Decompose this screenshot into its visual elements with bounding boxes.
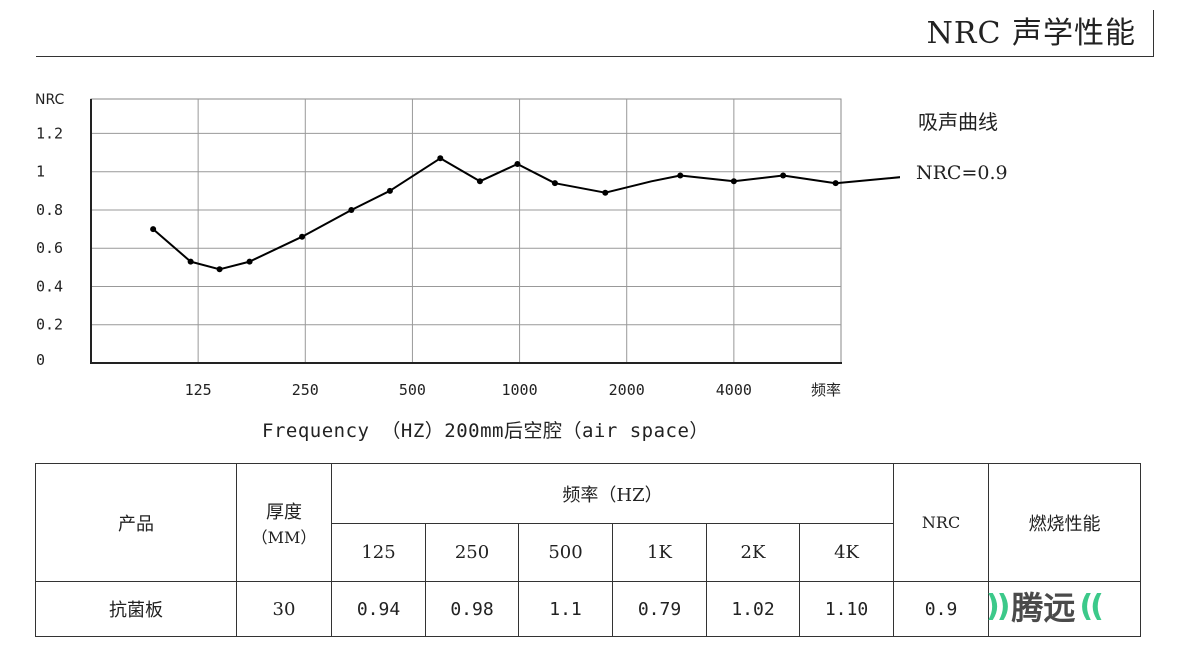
cell-value-500: 1.1 — [518, 581, 613, 637]
cell-value-1k: 0.79 — [612, 581, 707, 637]
logo-left-mark: )) — [986, 588, 1010, 624]
header-nrc: NRC — [893, 463, 990, 582]
data-point — [386, 187, 393, 194]
spec-table: 产品 厚度 （MM） 频率（HZ） NRC 燃烧性能 125 250 500 1… — [35, 463, 1142, 637]
header-thickness-unit: （MM） — [251, 527, 317, 547]
data-point — [514, 161, 521, 168]
header-rule — [36, 56, 1154, 57]
header-freq-2k: 2K — [706, 523, 800, 582]
logo-right-mark: (( — [1079, 588, 1103, 624]
data-point — [677, 172, 684, 179]
page-title: NRC 声学性能 — [926, 16, 1136, 51]
y-tick-label: 0.6 — [36, 239, 63, 257]
data-point — [187, 258, 194, 265]
brand-logo: )) 腾远 (( — [982, 585, 1105, 628]
logo-text: 腾远 — [1011, 589, 1076, 627]
x-tick-label: 4000 — [716, 381, 752, 399]
cell-value-250: 0.98 — [425, 581, 519, 637]
data-point — [348, 206, 355, 213]
header-freq-250: 250 — [425, 523, 519, 582]
table-row: 抗菌板 30 0.94 0.98 1.1 0.79 1.02 1.10 0.9 — [35, 581, 1142, 637]
cell-nrc: 0.9 — [893, 581, 990, 637]
cell-thickness: 30 — [236, 581, 332, 637]
cell-value-4k: 1.10 — [798, 581, 895, 637]
x-tick-label: 1000 — [502, 381, 538, 399]
data-point — [551, 180, 558, 187]
x-tick-label: 125 — [185, 381, 212, 399]
header-freq-125: 125 — [331, 523, 426, 582]
data-point — [150, 226, 157, 233]
header-vertical-rule — [1153, 10, 1154, 56]
plot-frame — [90, 98, 842, 364]
x-tick-label: 500 — [399, 381, 426, 399]
absorption-chart: NRC 0 0.2 0.4 0.6 0.8 1 1.2 125 250 500 1000 2000 400… — [35, 92, 900, 399]
data-point — [437, 155, 444, 162]
y-tick-label: 0.4 — [36, 277, 63, 295]
data-point — [476, 178, 483, 185]
data-point — [602, 189, 609, 196]
y-tick-label: 0.8 — [36, 201, 63, 219]
cell-product: 抗菌板 — [35, 581, 237, 637]
data-point — [216, 266, 223, 273]
header-thickness-label: 厚度 — [266, 501, 302, 523]
cell-value-125: 0.94 — [331, 581, 426, 637]
y-tick-label: 1 — [36, 163, 45, 181]
y-axis-label: NRC — [35, 92, 65, 108]
data-point — [832, 180, 839, 187]
chart-caption: Frequency （HZ）200mm后空腔（air space） — [262, 420, 709, 442]
series-line — [152, 157, 900, 271]
y-tick-label: 0 — [36, 351, 45, 369]
header-freq-4k: 4K — [798, 523, 895, 582]
curve-title: 吸声曲线 — [918, 110, 998, 134]
header-freq-500: 500 — [518, 523, 613, 582]
header-fire: 燃烧性能 — [988, 463, 1142, 582]
header-thickness: 厚度 （MM） — [236, 463, 332, 582]
data-point — [246, 258, 253, 265]
data-point — [780, 172, 787, 179]
data-point — [299, 233, 306, 240]
x-tick-label: 频率 — [811, 381, 841, 399]
cell-fire — [988, 581, 1142, 637]
y-tick-label: 1.2 — [36, 124, 63, 142]
header-frequency: 频率（HZ） — [330, 463, 895, 524]
header-freq-1k: 1K — [612, 523, 707, 582]
nrc-label: NRC=0.9 — [916, 162, 1008, 184]
cell-value-2k: 1.02 — [706, 581, 800, 637]
header-product: 产品 — [35, 463, 237, 582]
data-point — [730, 178, 737, 185]
x-tick-label: 250 — [292, 381, 319, 399]
y-tick-label: 0.2 — [36, 316, 63, 334]
x-tick-label: 2000 — [609, 381, 645, 399]
